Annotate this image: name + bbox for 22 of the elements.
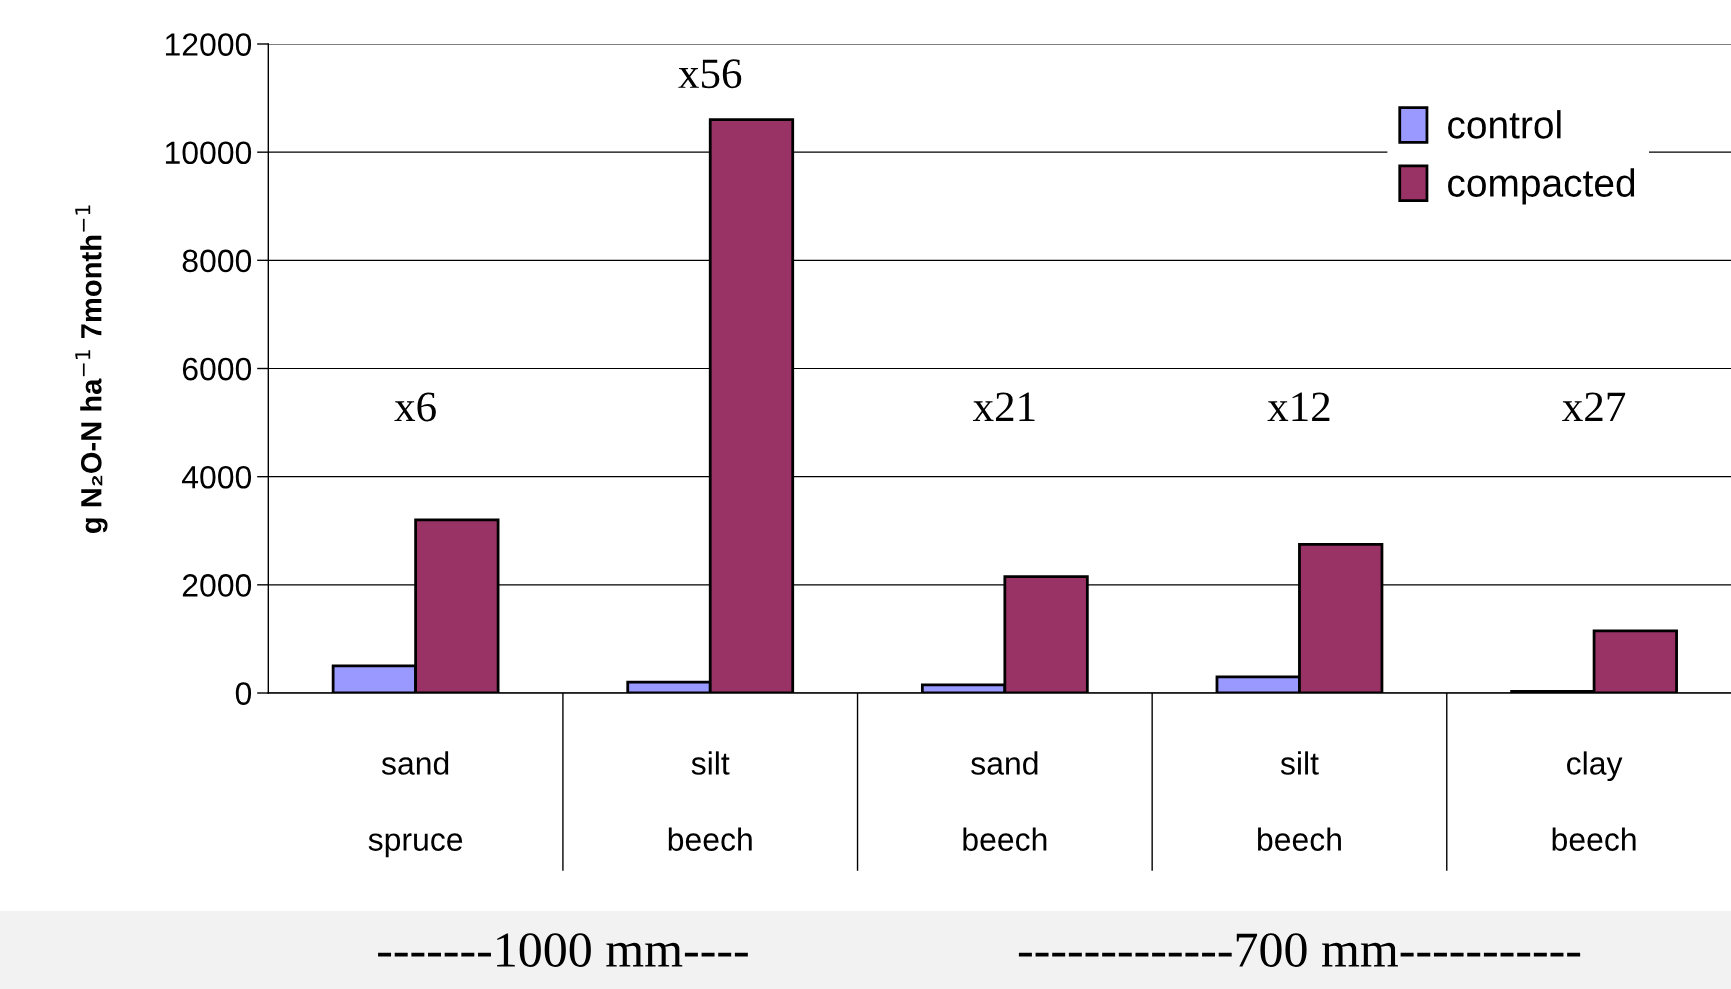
y-tick-label: 10000 (165, 141, 252, 165)
y-tick-label: 4000 (182, 465, 252, 489)
annotation: x21 (972, 392, 1035, 421)
annotation: x12 (1267, 392, 1330, 421)
annotation: x6 (394, 392, 436, 422)
category-label: silt beech (1258, 751, 1341, 851)
category-label: sand beech (963, 751, 1047, 851)
y-tick-label: 0 (235, 682, 252, 705)
annotation: x56 (678, 59, 742, 89)
y-axis-title: g N₂O-N ha$^{−1}$ 7month$^{−1}$ (75, 205, 108, 533)
y-tick-label: 8000 (182, 249, 252, 273)
legend-label: compacted (1448, 168, 1635, 205)
annotation: x27 (1562, 392, 1626, 421)
y-tick-label: 12000 (165, 33, 252, 56)
y-tick-label: 2000 (182, 574, 252, 597)
text: -------------700 mm----------- (1018, 933, 1581, 967)
category-label: sand spruce (368, 751, 463, 858)
legend-label: control (1448, 110, 1561, 139)
category-label: clay beech (1552, 751, 1636, 851)
category-label: silt beech (668, 751, 752, 851)
y-tick-label: 6000 (182, 357, 252, 381)
text: -------1000 mm---- (378, 933, 748, 967)
